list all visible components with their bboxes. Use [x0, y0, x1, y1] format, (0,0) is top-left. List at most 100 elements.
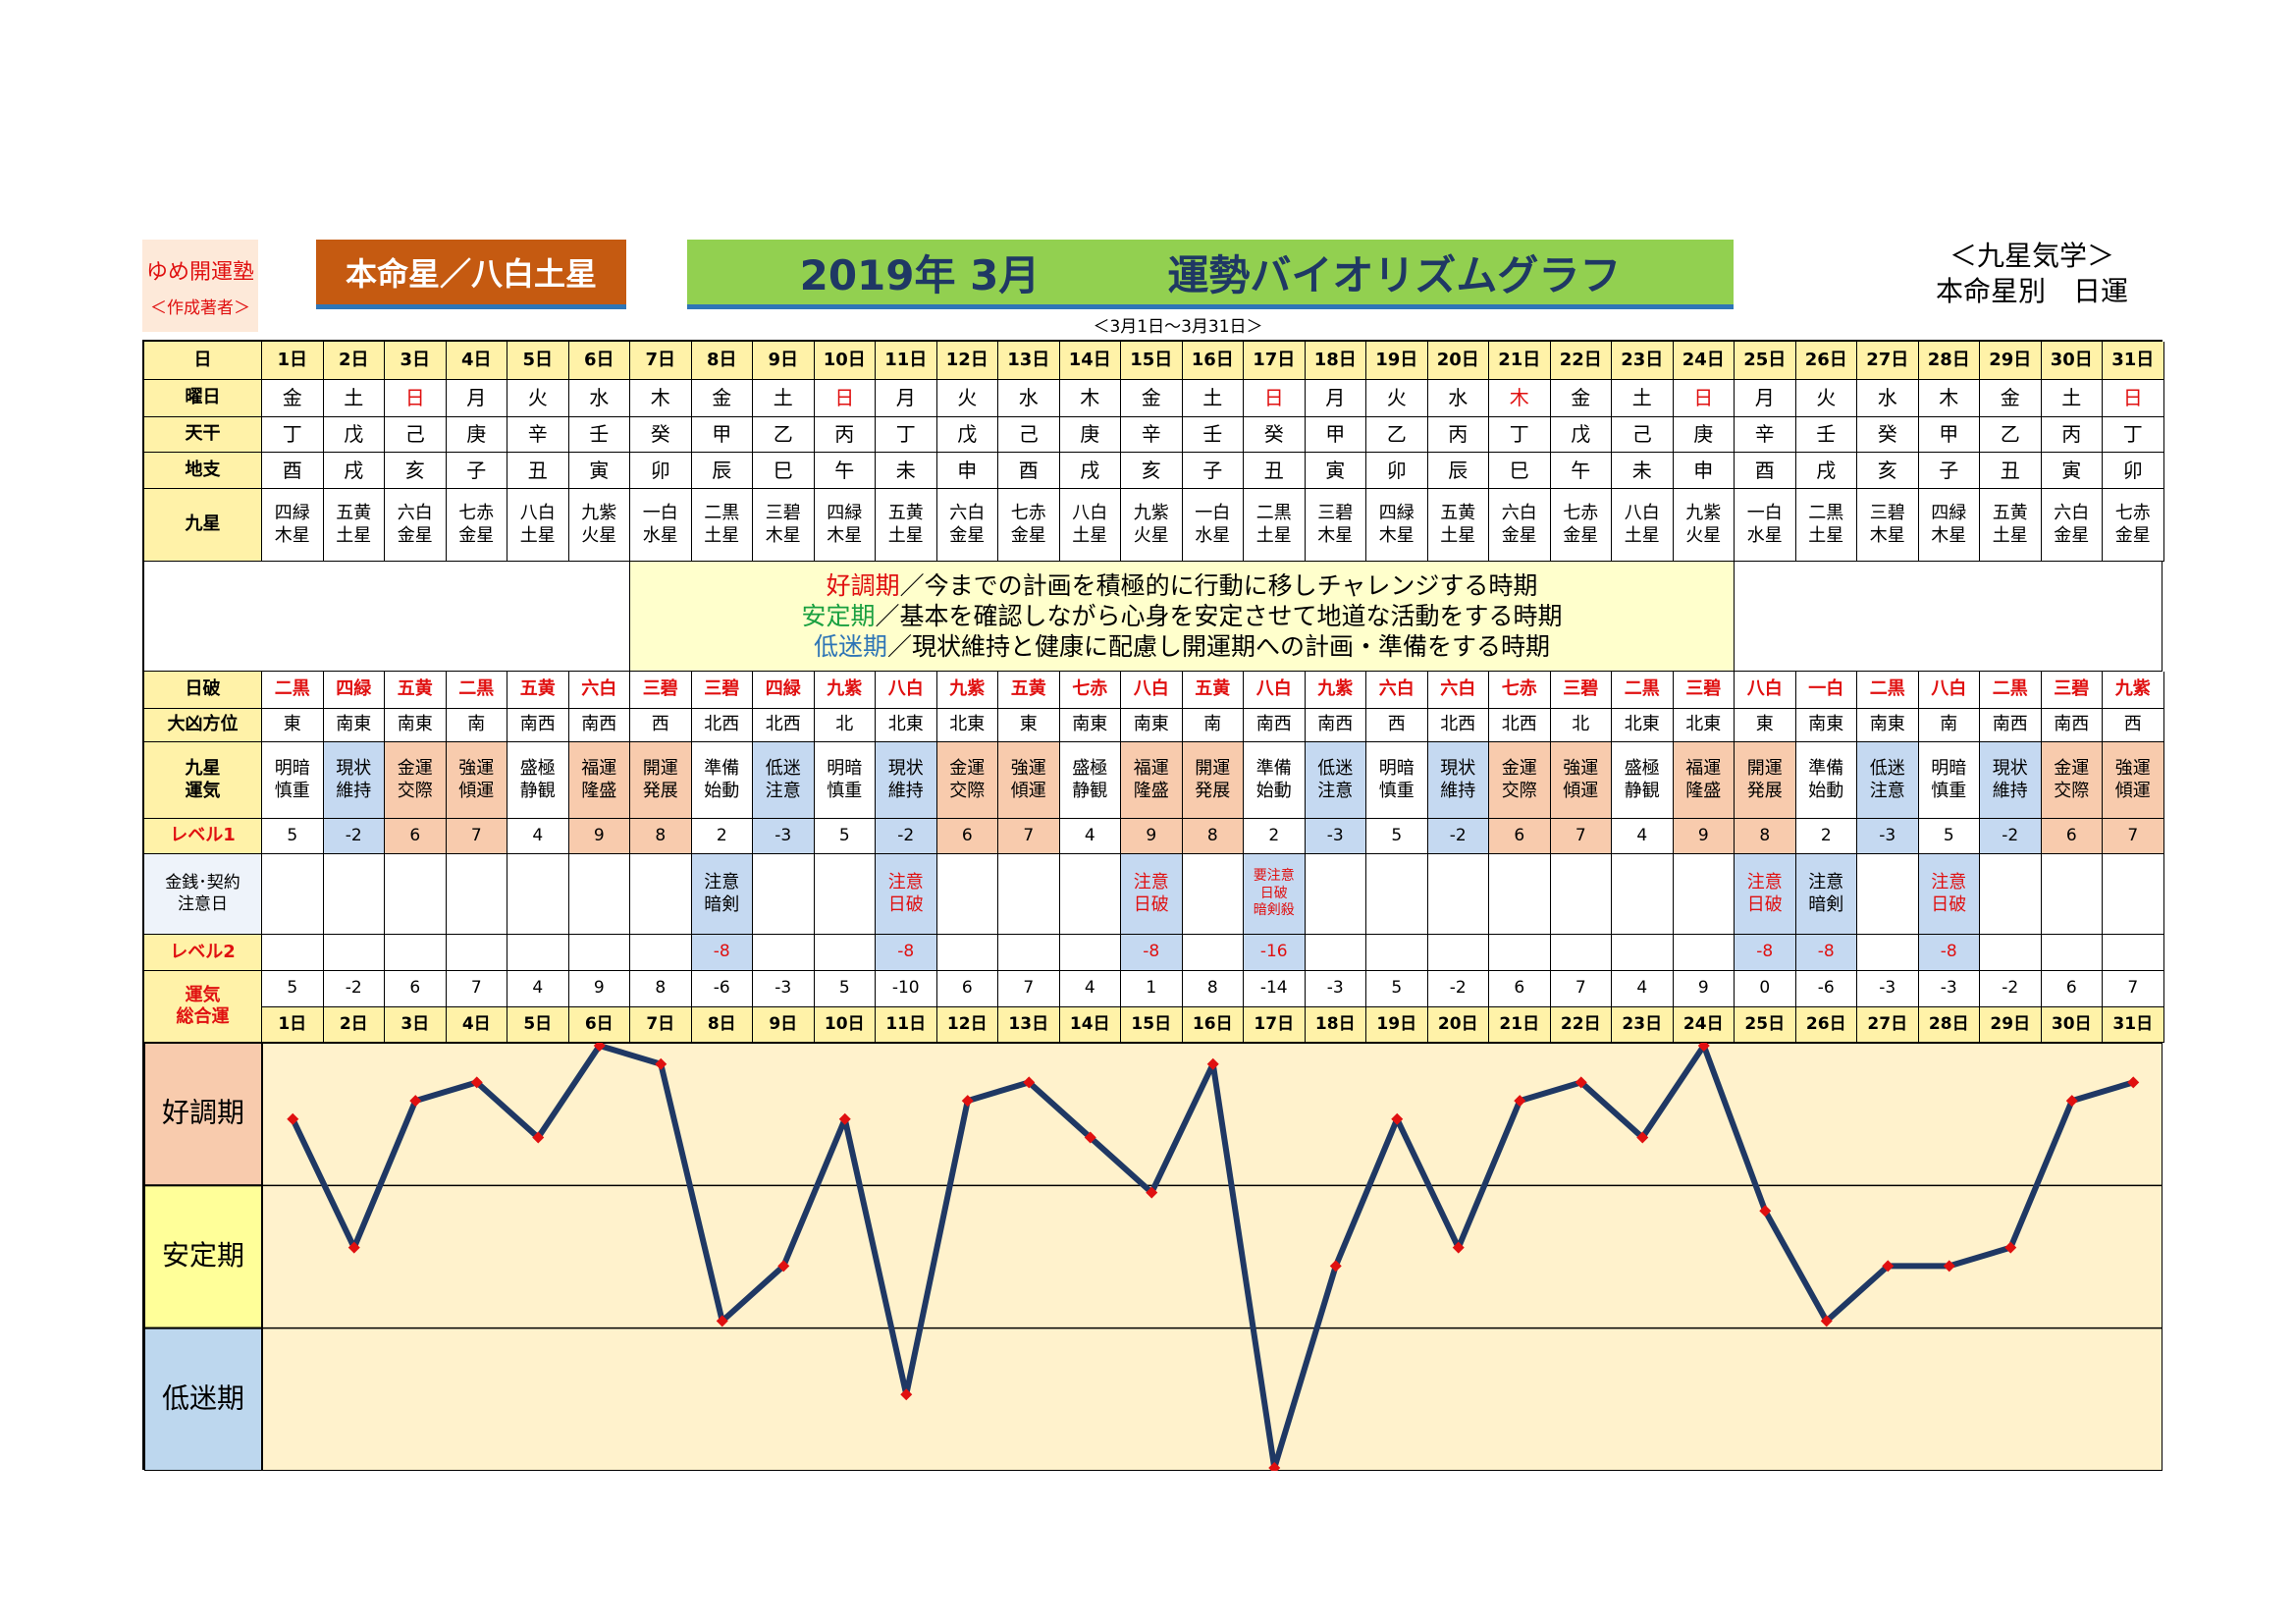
chishi-cell: 亥	[1121, 453, 1183, 489]
tenkan-cell: 壬	[568, 417, 630, 453]
point	[1943, 1260, 1955, 1272]
chishi-cell: 未	[1612, 453, 1674, 489]
tenkan-cell: 乙	[753, 417, 815, 453]
day-bottom-cell: 9日	[753, 1007, 815, 1043]
fortune-cell: 開運 発展	[1735, 742, 1796, 819]
caution-cell	[1182, 854, 1244, 935]
day-cell: 3日	[385, 342, 447, 380]
title: 運勢バイオリズムグラフ	[1167, 250, 1622, 299]
day-cell: 11日	[876, 342, 937, 380]
tenkan-cell: 辛	[1735, 417, 1796, 453]
level1-cell: 2	[1244, 819, 1306, 854]
level2-cell: -16	[1244, 935, 1306, 971]
fortune-cell: 福運 隆盛	[568, 742, 630, 819]
legend-blank	[1735, 562, 2163, 672]
weekday-cell: 水	[1427, 380, 1489, 417]
fortune-cell: 金運 交際	[2041, 742, 2103, 819]
day-cell: 30日	[2041, 342, 2103, 380]
nippa-cell: 二黒	[1980, 672, 2042, 709]
fortune-cell: 現状 維持	[323, 742, 385, 819]
point	[838, 1112, 851, 1125]
point	[1023, 1076, 1036, 1089]
fortune-cell: 明暗 慎重	[814, 742, 876, 819]
level2-cell	[1612, 935, 1674, 971]
chishi-cell: 子	[446, 453, 507, 489]
point	[2127, 1076, 2140, 1089]
kyusei-cell: 五黄 土星	[876, 489, 937, 562]
nippa-cell: 五黄	[507, 672, 569, 709]
weekday-cell: 火	[936, 380, 998, 417]
tenkan-cell: 甲	[1305, 417, 1366, 453]
weekday-cell: 日	[1244, 380, 1306, 417]
nippa-cell: 七赤	[1489, 672, 1551, 709]
tenkan-cell: 癸	[630, 417, 692, 453]
nippa-cell: 六白	[568, 672, 630, 709]
chishi-cell: 卯	[1366, 453, 1428, 489]
nippa-cell: 七赤	[1059, 672, 1121, 709]
day-label: 日	[144, 342, 262, 380]
direction-cell: 北東	[936, 709, 998, 742]
total-cell: 4	[1059, 971, 1121, 1007]
chishi-cell: 未	[876, 453, 937, 489]
fortune-cell: 福運 隆盛	[1673, 742, 1735, 819]
total-cell: 5	[262, 971, 324, 1007]
kyusei-cell: 三碧 木星	[1857, 489, 1919, 562]
legend-box: 好調期／今までの計画を積極的に行動に移しチャレンジする時期 安定期／基本を確認しな…	[630, 562, 1735, 672]
day-bottom-cell: 31日	[2103, 1007, 2164, 1043]
fortune-cell: 強運 傾運	[998, 742, 1060, 819]
level2-cell	[323, 935, 385, 971]
kyusei-cell: 九紫 火星	[1121, 489, 1183, 562]
caution-cell	[507, 854, 569, 935]
day-bottom-cell: 25日	[1735, 1007, 1796, 1043]
caution-cell	[1980, 854, 2042, 935]
kyusei-cell: 五黄 土星	[323, 489, 385, 562]
fortune-cell: 低迷 注意	[753, 742, 815, 819]
nippa-cell: 五黄	[385, 672, 447, 709]
day-bottom-cell: 13日	[998, 1007, 1060, 1043]
day-cell: 28日	[1918, 342, 1980, 380]
level1-cell: 8	[630, 819, 692, 854]
chishi-cell: 子	[1182, 453, 1244, 489]
tenkan-cell: 丁	[2103, 417, 2164, 453]
caution-cell	[446, 854, 507, 935]
caution-cell: 注意 暗剣	[1795, 854, 1857, 935]
point	[716, 1315, 728, 1327]
tenkan-cell: 己	[385, 417, 447, 453]
kyusei-cell: 八白 土星	[1612, 489, 1674, 562]
caution-cell	[568, 854, 630, 935]
tenkan-cell: 丁	[1489, 417, 1551, 453]
level1-cell: 2	[1795, 819, 1857, 854]
level2-cell: -8	[1735, 935, 1796, 971]
tenkan-cell: 庚	[446, 417, 507, 453]
point	[2065, 1095, 2078, 1108]
kyusei-cell: 四緑 木星	[1918, 489, 1980, 562]
direction-cell: 東	[262, 709, 324, 742]
kyusei-cell: 四緑 木星	[814, 489, 876, 562]
nippa-cell: 五黄	[998, 672, 1060, 709]
direction-cell: 南	[446, 709, 507, 742]
fortune-cell: 開運 発展	[1182, 742, 1244, 819]
point	[532, 1131, 545, 1144]
level1-cell: 6	[936, 819, 998, 854]
day-cell: 6日	[568, 342, 630, 380]
kyusei-cell: 一白 水星	[1182, 489, 1244, 562]
point	[900, 1388, 913, 1401]
level2-cell: -8	[1121, 935, 1183, 971]
day-cell: 10日	[814, 342, 876, 380]
weekday-label: 曜日	[144, 380, 262, 417]
kyusei-cell: 二黒 土星	[691, 489, 753, 562]
nippa-cell: 六白	[1427, 672, 1489, 709]
chishi-cell: 寅	[1305, 453, 1366, 489]
day-bottom-cell: 11日	[876, 1007, 937, 1043]
day-bottom-cell: 8日	[691, 1007, 753, 1043]
level2-cell	[1489, 935, 1551, 971]
caution-cell	[630, 854, 692, 935]
kyusei-cell: 七赤 金星	[998, 489, 1060, 562]
day-bottom-cell: 19日	[1366, 1007, 1428, 1043]
day-bottom-cell: 22日	[1550, 1007, 1612, 1043]
tenkan-cell: 庚	[1673, 417, 1735, 453]
tenkan-cell: 辛	[507, 417, 569, 453]
point	[1882, 1260, 1895, 1272]
total-cell: 6	[936, 971, 998, 1007]
